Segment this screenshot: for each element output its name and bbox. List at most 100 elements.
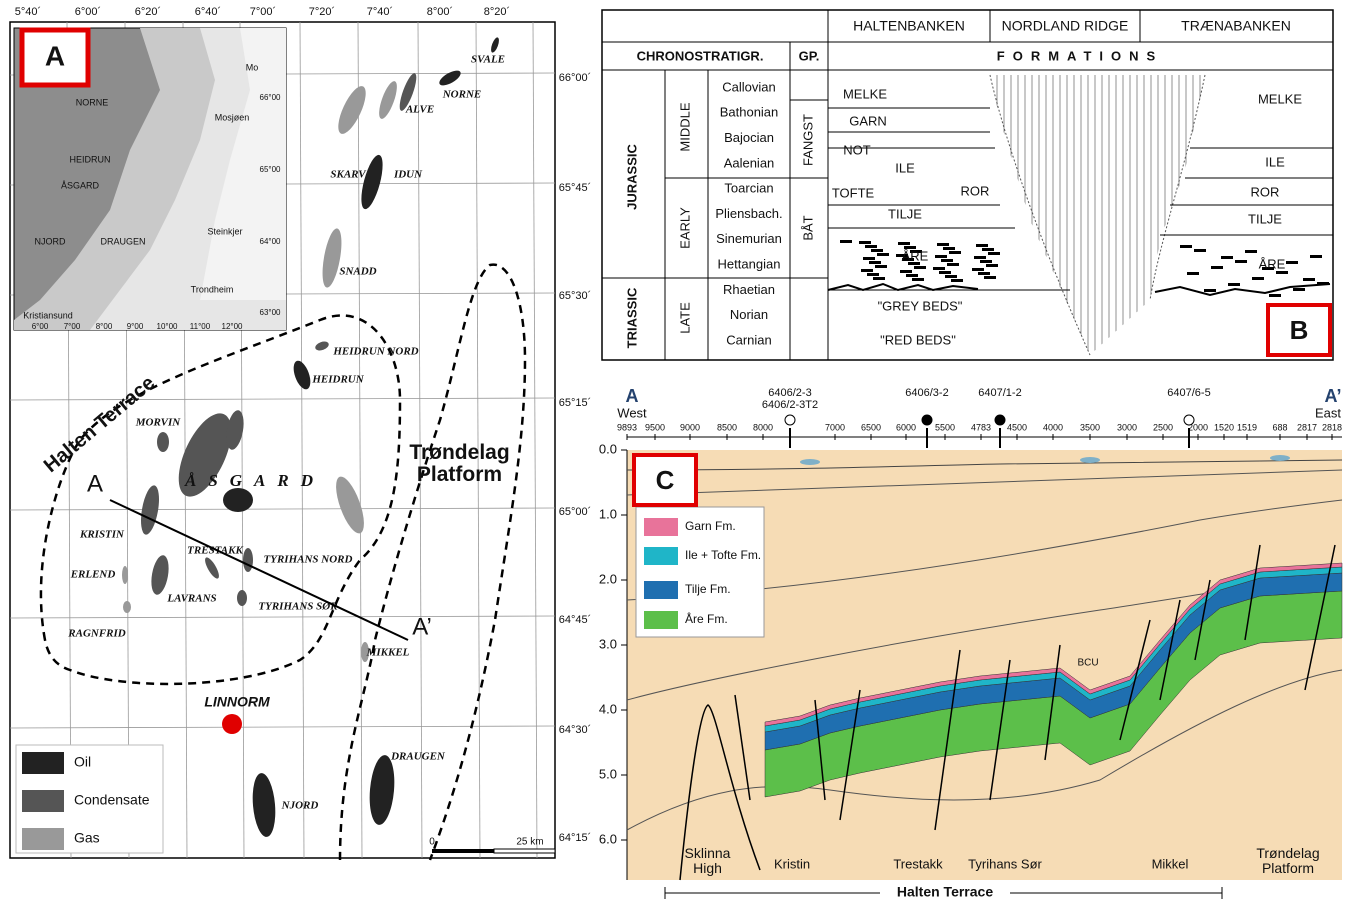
latitude-label: 65°45´ <box>559 182 592 194</box>
formation: GARN <box>849 113 887 128</box>
inset-longitude: 7°00 <box>64 322 81 331</box>
legend-label: Oil <box>74 754 91 770</box>
field-name: ÅSGARD <box>184 471 325 490</box>
figure-canvas: 5°40´6°00´6°20´6°40´7°00´7°20´7°40´8°00´… <box>0 0 1348 903</box>
scale-label: 25 km <box>516 837 543 848</box>
stage: Sinemurian <box>716 231 782 246</box>
formation: TOFTE <box>832 185 875 200</box>
location-label: Trestakk <box>893 856 943 871</box>
field <box>237 590 247 606</box>
stage: Bajocian <box>724 130 774 145</box>
field-name: MORVIN <box>135 417 181 429</box>
pattern <box>1235 260 1247 263</box>
inset-latitude: 65°00 <box>260 165 282 174</box>
stage: Pliensbach. <box>715 206 782 221</box>
formation: "GREY BEDS" <box>878 298 963 313</box>
longitude-label: 8°00´ <box>427 6 453 18</box>
distance-label: 8500 <box>717 422 737 432</box>
pattern <box>912 278 924 281</box>
pattern <box>1293 288 1305 291</box>
pattern <box>867 273 879 276</box>
terrace-label: Halten Terrace <box>897 884 993 900</box>
pattern <box>1310 255 1322 258</box>
period: TRIASSIC <box>624 287 639 348</box>
fish <box>800 459 820 465</box>
longitude-label: 5°40´ <box>15 6 41 18</box>
field-name: SVALE <box>471 54 505 66</box>
pattern <box>988 252 1000 255</box>
distance-label: 3000 <box>1117 422 1137 432</box>
figure: 5°40´6°00´6°20´6°40´7°00´7°20´7°40´8°00´… <box>0 0 1348 903</box>
depth-label: 1.0 <box>599 506 617 521</box>
inset-place: NORNE <box>76 97 109 107</box>
pattern <box>933 267 945 270</box>
section-end: A <box>626 386 639 406</box>
longitude-label: 6°20´ <box>135 6 161 18</box>
location-label: Mikkel <box>1152 856 1189 871</box>
latitude-label: 64°30´ <box>559 724 592 736</box>
pattern <box>1276 271 1288 274</box>
pattern <box>982 248 994 251</box>
stage: Bathonian <box>720 105 779 120</box>
field-name: ALVE <box>405 104 434 116</box>
pattern <box>935 255 947 258</box>
pattern <box>976 244 988 247</box>
formation: MELKE <box>1258 91 1302 106</box>
distance-label: 2500 <box>1153 422 1173 432</box>
inset-place: Trondheim <box>191 284 234 294</box>
distance-label: 1519 <box>1237 422 1257 432</box>
pattern <box>865 245 877 248</box>
distance-label: 1520 <box>1214 422 1234 432</box>
well-symbol <box>785 415 795 425</box>
pattern <box>871 249 883 252</box>
distance-label: 9500 <box>645 422 665 432</box>
area-label: NORDLAND RIDGE <box>1002 18 1129 34</box>
inset-longitude: 11°00 <box>190 322 211 331</box>
section-end: East <box>1315 405 1341 420</box>
pattern <box>974 256 986 259</box>
inset-place: DRAUGEN <box>100 236 145 246</box>
legend-label: Tilje Fm. <box>685 582 731 596</box>
scale-bar <box>432 849 494 853</box>
well-symbol <box>995 415 1005 425</box>
stage: Norian <box>730 307 768 322</box>
longitude-label: 7°00´ <box>250 6 276 18</box>
distance-label: 9893 <box>617 422 637 432</box>
distance-label: 8000 <box>753 422 773 432</box>
depth-label: 4.0 <box>599 701 617 716</box>
legend-swatch <box>644 518 678 536</box>
pattern <box>1303 278 1315 281</box>
location-label: Sklinna High <box>675 846 740 875</box>
inset-place: HEIDRUN <box>69 154 110 164</box>
epoch: EARLY <box>677 207 692 249</box>
field-name: RAGNFRID <box>67 628 126 640</box>
pattern <box>978 272 990 275</box>
legend-swatch <box>22 828 64 850</box>
well-symbol <box>1184 415 1194 425</box>
distance-label: 6500 <box>861 422 881 432</box>
pattern <box>914 266 926 269</box>
pattern <box>840 240 852 243</box>
distance-label: 2818 <box>1322 422 1342 432</box>
pattern <box>1269 294 1281 297</box>
inset-place: NJORD <box>35 236 66 246</box>
bcu-label: BCU <box>1077 658 1098 669</box>
formation: ILE <box>1265 154 1285 169</box>
latitude-label: 64°45´ <box>559 614 592 626</box>
stage: Aalenian <box>724 155 775 170</box>
pattern <box>906 274 918 277</box>
well-label: 6406/2-3T2 <box>762 399 818 411</box>
pattern <box>1286 261 1298 264</box>
depth-label: 6.0 <box>599 831 617 846</box>
legend-label: Garn Fm. <box>685 519 736 533</box>
pattern <box>984 276 996 279</box>
inset-place: Mo <box>246 62 259 72</box>
pattern <box>1228 283 1240 286</box>
longitude-label: 6°40´ <box>195 6 221 18</box>
field-name: NORNE <box>442 89 482 101</box>
pattern <box>863 257 875 260</box>
longitude-label: 7°40´ <box>367 6 393 18</box>
pattern <box>943 247 955 250</box>
inset-longitude: 6°00 <box>32 322 49 331</box>
depth-label: 2.0 <box>599 571 617 586</box>
